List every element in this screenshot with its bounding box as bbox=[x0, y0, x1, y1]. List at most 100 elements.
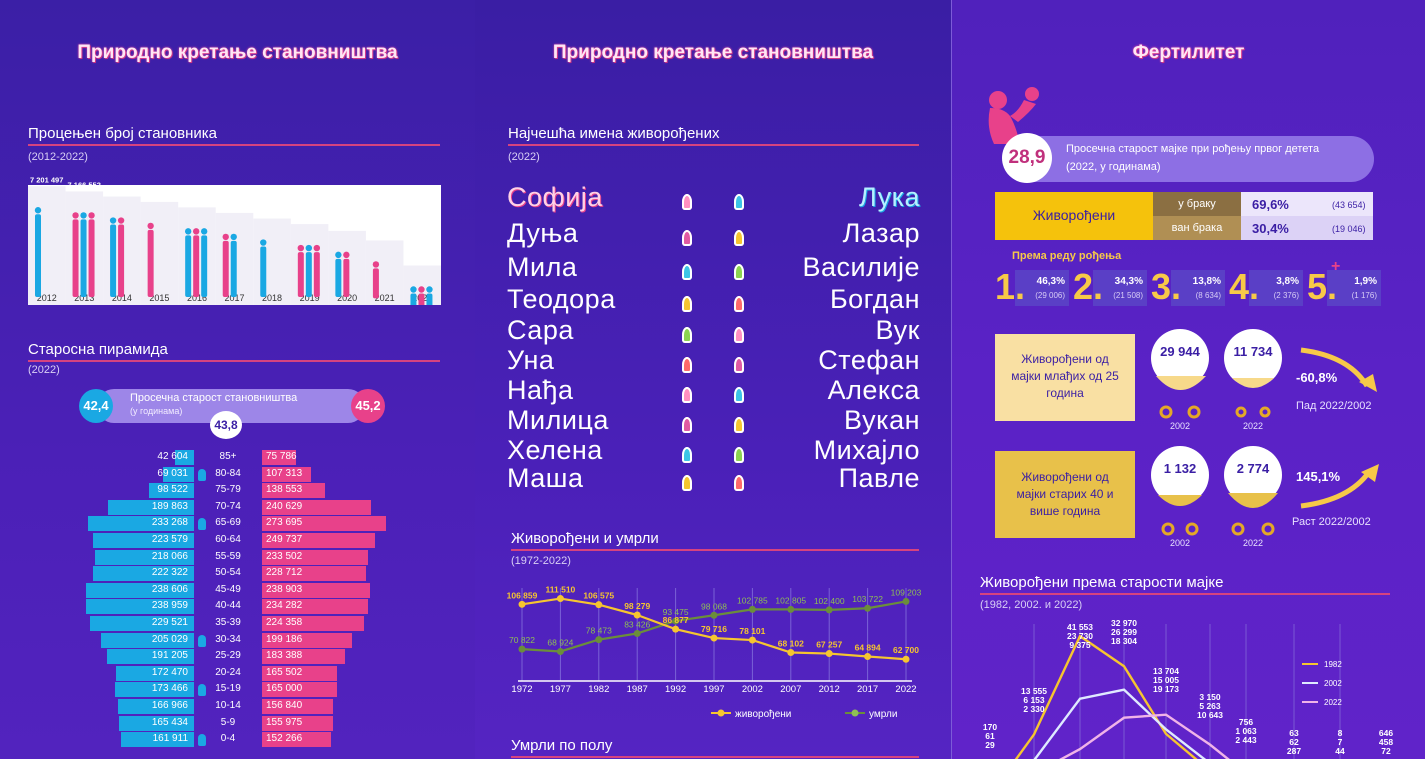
deaths-point bbox=[672, 617, 680, 625]
pyramid-period: (2022) bbox=[28, 364, 60, 376]
person-icon bbox=[260, 239, 267, 246]
person-icon bbox=[72, 219, 79, 297]
divider bbox=[951, 0, 952, 759]
male-value: 172 470 bbox=[151, 666, 188, 678]
names-heading: Најчешћа имена живорођених bbox=[508, 125, 720, 142]
population-value: 7 020 858 bbox=[218, 202, 251, 211]
male-value: 218 066 bbox=[151, 550, 188, 562]
population-value: 6 899 126 bbox=[330, 220, 363, 229]
boy-name: Вук bbox=[875, 315, 920, 345]
births-point bbox=[556, 595, 564, 603]
girl-icon bbox=[682, 327, 692, 343]
female-value: 165 000 bbox=[266, 683, 303, 695]
decrease-arrow-icon bbox=[1300, 347, 1377, 392]
female-bar bbox=[262, 582, 371, 598]
male-bar bbox=[162, 466, 194, 482]
person-icon bbox=[260, 246, 267, 297]
births-point bbox=[864, 652, 872, 660]
person-icon bbox=[335, 258, 342, 297]
male-bar bbox=[115, 682, 194, 698]
x-tick-label: 1972 bbox=[511, 684, 532, 695]
births-marital-box bbox=[995, 192, 1153, 240]
girl-name: Нађа bbox=[507, 375, 574, 405]
mother-age-data-label: 61 bbox=[985, 731, 995, 741]
mother-age-data-label: 63 bbox=[1289, 728, 1299, 738]
mother-age-data-label: 2 443 bbox=[1235, 735, 1257, 745]
girl-icon bbox=[682, 264, 692, 280]
mother-age-data-label: 458 bbox=[1379, 737, 1393, 747]
boy-icon bbox=[734, 417, 744, 433]
age-group-label: 65-69 bbox=[215, 517, 241, 529]
person-icon bbox=[313, 252, 320, 297]
boy-name: Вукан bbox=[843, 405, 920, 435]
female-bar bbox=[262, 499, 372, 515]
female-bar bbox=[262, 732, 332, 748]
boy-name: Богдан bbox=[829, 284, 920, 314]
female-value: 152 266 bbox=[266, 733, 303, 745]
age-group-label: 75-79 bbox=[215, 484, 241, 496]
girl-icon bbox=[682, 387, 692, 403]
old-change-label: Раст 2022/2002 bbox=[1292, 516, 1371, 528]
population-step bbox=[253, 218, 291, 305]
deaths-data-label: 103 722 bbox=[852, 594, 883, 604]
unmarried-value-box bbox=[1241, 216, 1373, 240]
panel-fertility: Фертилитет 28,9 Просечна старост мајке п… bbox=[952, 0, 1425, 759]
person-icon bbox=[222, 233, 229, 241]
person-icon bbox=[88, 219, 95, 297]
births-point bbox=[595, 601, 603, 609]
female-value: 165 502 bbox=[266, 666, 303, 678]
female-value: 224 358 bbox=[266, 617, 303, 628]
x-tick-label: 1987 bbox=[627, 684, 648, 695]
x-tick-label: 2017 bbox=[857, 684, 878, 695]
x-tick-label: 2007 bbox=[780, 684, 801, 695]
birth-order-pct: 34,3% bbox=[1114, 276, 1143, 287]
male-value: 222 322 bbox=[151, 567, 188, 579]
person-icon bbox=[335, 251, 342, 259]
avg-age-female: 45,2 bbox=[351, 389, 385, 423]
person-icon bbox=[198, 634, 206, 647]
male-value: 173 466 bbox=[151, 683, 188, 695]
girl-name: Уна bbox=[507, 345, 555, 375]
age-group-label: 70-74 bbox=[215, 500, 241, 512]
female-bar bbox=[262, 599, 369, 615]
female-bar bbox=[262, 682, 337, 698]
births-point bbox=[710, 634, 718, 642]
male-bar bbox=[118, 699, 194, 714]
age-group-label: 40-44 bbox=[215, 600, 241, 612]
mother-age-data-label: 10 643 bbox=[1197, 710, 1223, 720]
mother-age-data-label: 7 bbox=[1338, 737, 1343, 747]
avg-age-total: 43,8 bbox=[210, 411, 242, 439]
birth-order-count: (29 006) bbox=[1035, 291, 1065, 300]
married-count: (43 654) bbox=[1332, 200, 1366, 210]
female-bar bbox=[262, 632, 353, 648]
person-icon bbox=[109, 217, 117, 224]
birth-order-number: 1. bbox=[995, 266, 1026, 307]
deaths-data-label: 93 475 bbox=[663, 607, 689, 617]
mother-age-data-label: 15 005 bbox=[1153, 675, 1179, 685]
births-data-label: 98 279 bbox=[624, 601, 650, 611]
female-bar bbox=[262, 549, 368, 565]
female-value: 107 313 bbox=[266, 467, 303, 479]
population-year: 2015 bbox=[149, 293, 169, 303]
population-value: 7 131 787 bbox=[105, 186, 138, 195]
divider bbox=[508, 144, 919, 146]
female-bar bbox=[262, 715, 333, 731]
female-bar bbox=[262, 466, 311, 482]
legend-births-label: живорођени bbox=[735, 708, 791, 720]
population-value: 6 834 326 bbox=[368, 229, 401, 238]
series-line-2022 bbox=[1059, 713, 1230, 759]
boy-icon bbox=[734, 296, 744, 312]
births-data-label: 79 716 bbox=[701, 624, 727, 634]
person-icon bbox=[117, 217, 125, 224]
age-group-label: 45-49 bbox=[215, 583, 241, 595]
person-icon bbox=[147, 222, 154, 230]
male-bar bbox=[85, 599, 194, 615]
population-year: 2018 bbox=[262, 293, 282, 303]
legend-deaths-marker bbox=[851, 709, 859, 717]
births-data-label: 111 510 bbox=[546, 585, 576, 595]
deaths-data-label: 102 805 bbox=[775, 595, 806, 605]
age-group-label: 55-59 bbox=[215, 550, 241, 562]
married-label-box bbox=[1153, 192, 1241, 216]
old-2022-value: 2 774 bbox=[1236, 461, 1270, 476]
deaths-point bbox=[748, 605, 756, 613]
